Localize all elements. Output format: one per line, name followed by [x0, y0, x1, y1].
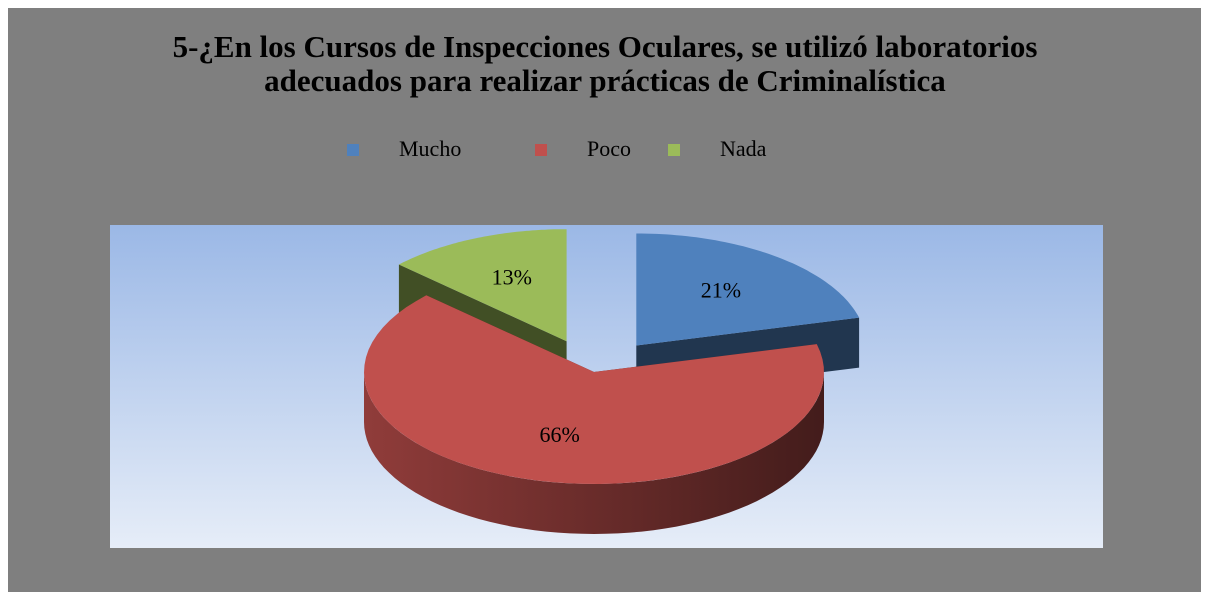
- slice: [398, 229, 567, 342]
- chart-title: 5-¿En los Cursos de Inspecciones Oculare…: [172, 29, 1038, 98]
- slice: [636, 233, 860, 346]
- pie: 21% 66% 13%: [364, 229, 860, 534]
- data-label: 66%: [540, 422, 580, 447]
- legend-label: Nada: [720, 136, 767, 161]
- data-label: 21%: [701, 277, 741, 302]
- data-label: 13%: [492, 265, 532, 290]
- slice-side: [364, 372, 824, 534]
- legend-swatch: [535, 144, 547, 156]
- legend-swatch: [347, 144, 359, 156]
- legend-label: Mucho: [399, 136, 461, 161]
- legend-label: Poco: [587, 136, 631, 161]
- legend: Mucho Poco Nada: [347, 136, 767, 161]
- legend-swatch: [668, 144, 680, 156]
- slice: [364, 295, 824, 484]
